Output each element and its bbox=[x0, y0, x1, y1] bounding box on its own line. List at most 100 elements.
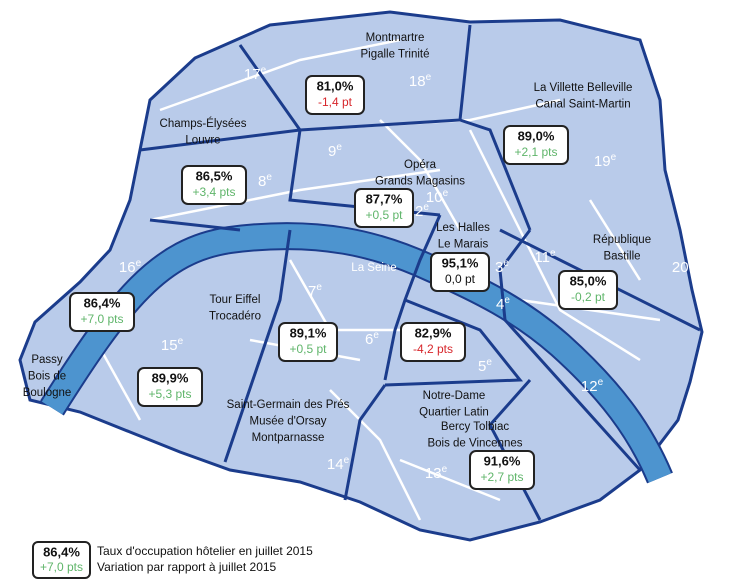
district-name: Bercy Tolbiac bbox=[441, 421, 509, 433]
occupancy-value: 85,0% bbox=[570, 273, 607, 288]
arrondissement-suffix: e bbox=[261, 65, 267, 76]
arrondissement-suffix: e bbox=[486, 357, 492, 368]
legend-box bbox=[32, 541, 91, 579]
district-name: Les Halles bbox=[436, 222, 490, 234]
occupancy-value: 91,6% bbox=[484, 453, 521, 468]
arrondissement-digits: 5 bbox=[478, 358, 486, 375]
arrondissement-suffix: e bbox=[504, 295, 510, 306]
legend-occupancy: 86,4% bbox=[43, 544, 80, 559]
occupancy-change: +3,4 pts bbox=[192, 185, 235, 199]
legend: 86,4% +7,0 pts Taux d'occupation hôtelie… bbox=[32, 541, 313, 579]
arrondissement-suffix: e bbox=[426, 72, 432, 83]
arrondissement-digits: 10 bbox=[426, 189, 443, 206]
occupancy-change: +2,1 pts bbox=[514, 145, 557, 159]
occupancy-value: 95,1% bbox=[442, 255, 479, 270]
arrondissement-number: 3e bbox=[495, 258, 509, 276]
occupancy-box bbox=[400, 322, 466, 362]
district-name: Champs-Élysées bbox=[160, 117, 247, 130]
arrondissement-digits: 13 bbox=[425, 465, 442, 482]
district-name: Trocadéro bbox=[209, 311, 261, 323]
district-name: Musée d'Orsay bbox=[250, 416, 327, 428]
arrondissement-digits: 14 bbox=[327, 456, 344, 473]
arrondissement-suffix: e bbox=[503, 258, 509, 269]
district-name: Bastille bbox=[603, 251, 640, 263]
arrondissement-digits: 6 bbox=[365, 331, 373, 348]
arrondissement-digits: 16 bbox=[119, 259, 136, 276]
district-name: Notre-Dame bbox=[423, 390, 486, 402]
arrondissement-suffix: e bbox=[611, 152, 617, 163]
arrondissement-number: 2e bbox=[415, 202, 429, 220]
arrondissement-suffix: e bbox=[316, 282, 322, 293]
legend-change: +7,0 pts bbox=[40, 560, 83, 574]
arrondissement-number: 10e bbox=[426, 188, 449, 206]
occupancy-change: +2,7 pts bbox=[480, 470, 523, 484]
arrondissement-digits: 11 bbox=[534, 249, 550, 266]
arrondissement-number: 9e bbox=[328, 142, 342, 160]
arrondissement-digits: 15 bbox=[161, 337, 178, 354]
river-water bbox=[41, 224, 672, 483]
occupancy-box bbox=[558, 270, 618, 310]
occupancy-box bbox=[278, 322, 338, 362]
arrondissement-number: 11e bbox=[534, 248, 556, 266]
arrondissement-suffix: e bbox=[689, 258, 695, 269]
occupancy-box bbox=[181, 165, 247, 205]
occupancy-change: +7,0 pts bbox=[80, 312, 123, 326]
arrondissement-number: 18e bbox=[409, 72, 432, 90]
occupancy-change: -4,2 pts bbox=[413, 342, 453, 356]
district-name: Le Marais bbox=[438, 239, 489, 251]
arrondissement-number: 13e bbox=[425, 464, 448, 482]
arrondissement-suffix: e bbox=[344, 455, 350, 466]
occupancy-value: 89,9% bbox=[152, 370, 189, 385]
arrondissement-suffix: e bbox=[136, 258, 142, 269]
arrondissement-digits: 8 bbox=[258, 173, 266, 190]
arrondissement-number: 5e bbox=[478, 357, 492, 375]
district-name: Grands Magasins bbox=[375, 176, 465, 188]
river-label: La Seine bbox=[351, 262, 396, 274]
district-name: Tour Eiffel bbox=[210, 294, 261, 306]
occupancy-box bbox=[469, 450, 535, 490]
arrondissement-digits: 20 bbox=[672, 259, 689, 276]
district-name: Opéra bbox=[404, 159, 437, 171]
arrondissement-suffix: e bbox=[178, 336, 184, 347]
arrondissement-number: 14e bbox=[327, 455, 350, 473]
occupancy-box bbox=[305, 75, 365, 115]
arrondissement-digits: 18 bbox=[409, 73, 426, 90]
occupancy-box bbox=[69, 292, 135, 332]
arrondissement-suffix: e bbox=[266, 172, 272, 183]
occupancy-box bbox=[354, 188, 414, 228]
occupancy-box bbox=[137, 367, 203, 407]
arrondissement-suffix: e bbox=[443, 188, 449, 199]
arrondissement-suffix: e bbox=[550, 248, 556, 259]
arrondissement-suffix: e bbox=[598, 377, 604, 388]
arrondissement-digits: 9 bbox=[328, 143, 336, 160]
arrondissement-suffix: e bbox=[442, 464, 448, 475]
arrondissement-digits: 3 bbox=[495, 259, 503, 276]
occupancy-value: 86,5% bbox=[196, 168, 233, 183]
occupancy-value: 89,1% bbox=[290, 325, 327, 340]
district-name: Passy bbox=[31, 354, 63, 366]
occupancy-value: 87,7% bbox=[366, 191, 403, 206]
occupancy-box bbox=[503, 125, 569, 165]
arrondissement-digits: 2 bbox=[415, 203, 423, 220]
arrondissement-digits: 17 bbox=[244, 66, 261, 83]
district-name: Quartier Latin bbox=[419, 407, 489, 419]
arrondissement-suffix: e bbox=[373, 330, 379, 341]
occupancy-change: -0,2 pt bbox=[571, 290, 606, 304]
district-name: Montparnasse bbox=[252, 432, 325, 444]
district-name: Montmartre bbox=[366, 32, 425, 44]
occupancy-value: 81,0% bbox=[317, 78, 354, 93]
occupancy-change: 0,0 pt bbox=[445, 272, 476, 286]
arrondissement-suffix: e bbox=[336, 142, 342, 153]
arrondissement-number: 15e bbox=[161, 336, 184, 354]
occupancy-value: 89,0% bbox=[518, 128, 555, 143]
district-name: République bbox=[593, 234, 651, 246]
district-name: Bois de bbox=[28, 371, 66, 383]
arrondissement-number: 16e bbox=[119, 258, 142, 276]
legend-line: Taux d'occupation hôtelier en juillet 20… bbox=[97, 544, 313, 558]
district-name: Canal Saint-Martin bbox=[535, 99, 630, 111]
district-name: Boulogne bbox=[23, 387, 72, 399]
occupancy-change: +0,5 pt bbox=[289, 342, 327, 356]
arrondissement-number: 6e bbox=[365, 330, 379, 348]
occupancy-value: 86,4% bbox=[84, 295, 121, 310]
